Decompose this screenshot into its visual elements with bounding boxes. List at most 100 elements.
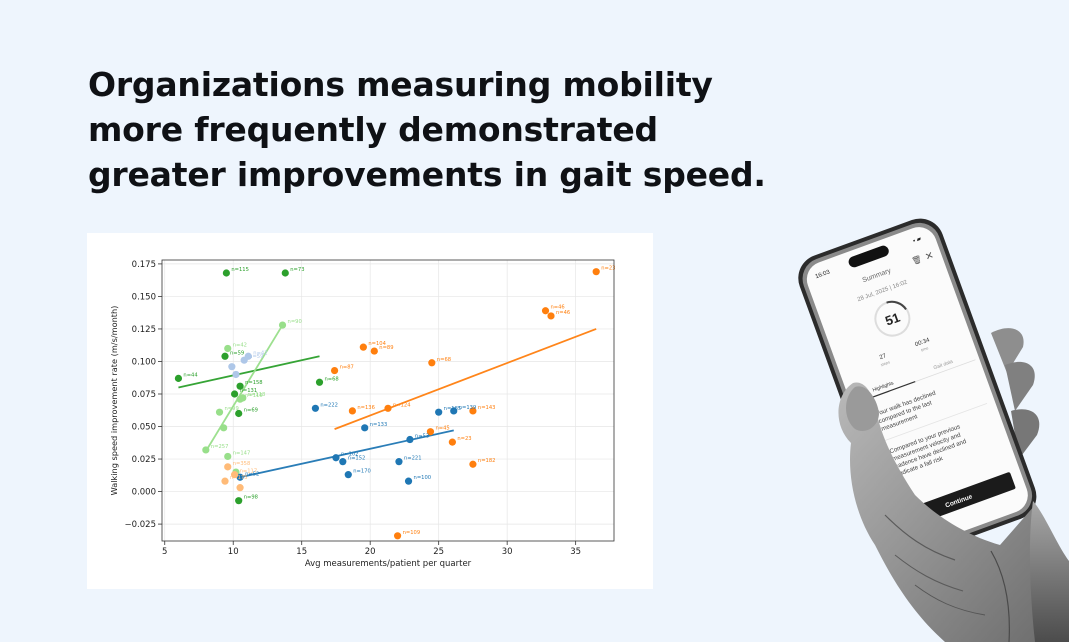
data-point-label: n=46 [556, 310, 570, 316]
data-point [202, 446, 210, 454]
data-point-label: n=46 [551, 305, 565, 311]
data-point-label: n=102 [341, 452, 359, 458]
data-point [236, 395, 244, 403]
data-point [332, 454, 340, 462]
data-point-label: n=100 [414, 475, 432, 481]
data-point-label: n=59 [230, 350, 244, 356]
data-point-label: n=185 [444, 406, 462, 412]
data-point-label: n=358 [233, 461, 251, 467]
data-point-label: n=109 [403, 530, 421, 536]
data-point-label: n=42 [253, 350, 267, 356]
x-tick-label: 30 [502, 547, 513, 557]
chart-axis-ticks: 5 10 15 20 25 30 35 −0.025 0.000 0.025 0.050 0.075 0… [125, 260, 582, 557]
score-value: 51 [883, 310, 902, 329]
data-point-label: n=147 [233, 450, 251, 456]
data-point [236, 473, 244, 481]
data-point-label: n=170 [353, 469, 371, 475]
data-point [339, 458, 347, 466]
y-tick-label: 0.125 [132, 325, 156, 335]
y-tick-label: −0.025 [125, 520, 156, 530]
data-point-label: n=68 [325, 376, 339, 382]
data-point [236, 382, 244, 390]
data-point-label: n=139 [459, 405, 477, 411]
steps-label: steps [880, 359, 891, 367]
y-tick-label: 0.150 [132, 292, 156, 302]
data-point [426, 428, 435, 436]
data-point-label: n=53 [415, 434, 429, 440]
scatter-chart: n=115 n=73 n=44 n=59 n=68 n=158 n=131 n=69 n=98 n… [109, 259, 615, 569]
y-tick-label: 0.000 [132, 488, 156, 498]
hand-fingers-back [991, 328, 1040, 459]
y-tick-label: 0.075 [132, 390, 156, 400]
data-point-label: n=87 [340, 365, 354, 371]
close-icon[interactable]: ✕ [924, 250, 936, 263]
data-point [221, 352, 229, 360]
data-point [361, 424, 369, 432]
data-point [348, 407, 356, 415]
data-point [315, 378, 324, 386]
data-point-label: n=44 [183, 372, 198, 378]
data-point [469, 407, 477, 415]
data-point-label: n=89 [379, 345, 393, 351]
data-point-label: n=68 [437, 357, 451, 363]
y-tick-label: 0.175 [132, 260, 156, 270]
chart-trendlines [178, 324, 597, 479]
data-point-label: n=69 [244, 408, 258, 414]
chart-points [174, 268, 600, 540]
y-tick-label: 0.100 [132, 357, 156, 367]
data-point-label: n=98 [244, 495, 258, 501]
hand [838, 382, 1069, 642]
data-point [224, 344, 232, 353]
data-point [344, 471, 352, 479]
data-point [228, 363, 236, 371]
data-point [224, 452, 232, 461]
data-point-label: n=116 [245, 393, 263, 399]
status-time: 16:03 [815, 269, 832, 280]
data-point-label: n=143 [478, 405, 496, 411]
phone-illustration: 16:03 ▪ ▰ Summary 🗑 ✕ 28 Jul, 2025 | 16:… [798, 218, 1069, 642]
data-point-label: n=117 [240, 469, 258, 475]
data-point-label: n=99 [225, 406, 239, 412]
data-point [395, 458, 403, 466]
y-tick-label: 0.050 [132, 423, 156, 433]
data-point [547, 312, 555, 320]
data-point [428, 359, 436, 367]
time-label: time [920, 345, 930, 353]
data-point [450, 407, 458, 415]
data-point [404, 477, 413, 485]
chart-grid [162, 260, 614, 541]
data-point [235, 497, 243, 505]
chart-point-labels: n=115 n=73 n=44 n=59 n=68 n=158 n=131 n=69 n=98 n… [183, 266, 615, 536]
data-point-label: n=222 [320, 402, 338, 408]
data-point-label: n=118 [248, 392, 266, 398]
data-point-label: n=131 [240, 388, 258, 394]
data-point-label: n=52 [245, 471, 259, 477]
headline-line-1: Organizations measuring mobility [88, 65, 713, 104]
data-point-label: n=45 [435, 426, 449, 432]
data-point [232, 370, 240, 379]
data-point [224, 463, 232, 471]
x-axis-label: Avg measurements/patient per quarter [305, 559, 472, 569]
data-point [281, 269, 289, 277]
data-point [592, 268, 600, 276]
data-point-label: n=158 [245, 380, 263, 386]
data-point-label: n=73 [290, 267, 304, 273]
trash-icon[interactable]: 🗑 [911, 254, 924, 266]
trend-line [178, 355, 320, 389]
data-point [330, 366, 339, 375]
data-point [406, 435, 414, 444]
plot-frame [161, 259, 615, 542]
status-icons: ▪ ▰ [912, 236, 922, 245]
score-ring [874, 300, 911, 337]
x-tick-label: 15 [296, 547, 307, 557]
data-point [384, 404, 392, 412]
y-axis-label: Walking speed improvement rate (m/s/mont… [109, 306, 119, 496]
data-point [370, 347, 378, 355]
data-point [174, 374, 183, 382]
x-tick-label: 5 [162, 547, 167, 557]
phone-screen [806, 227, 1028, 548]
data-point-label: n=59 [249, 354, 263, 360]
data-point-label: n=221 [404, 456, 422, 462]
data-point-label: n=90 [288, 319, 302, 325]
phone-device: 16:03 ▪ ▰ Summary 🗑 ✕ 28 Jul, 2025 | 16:… [798, 218, 1037, 556]
